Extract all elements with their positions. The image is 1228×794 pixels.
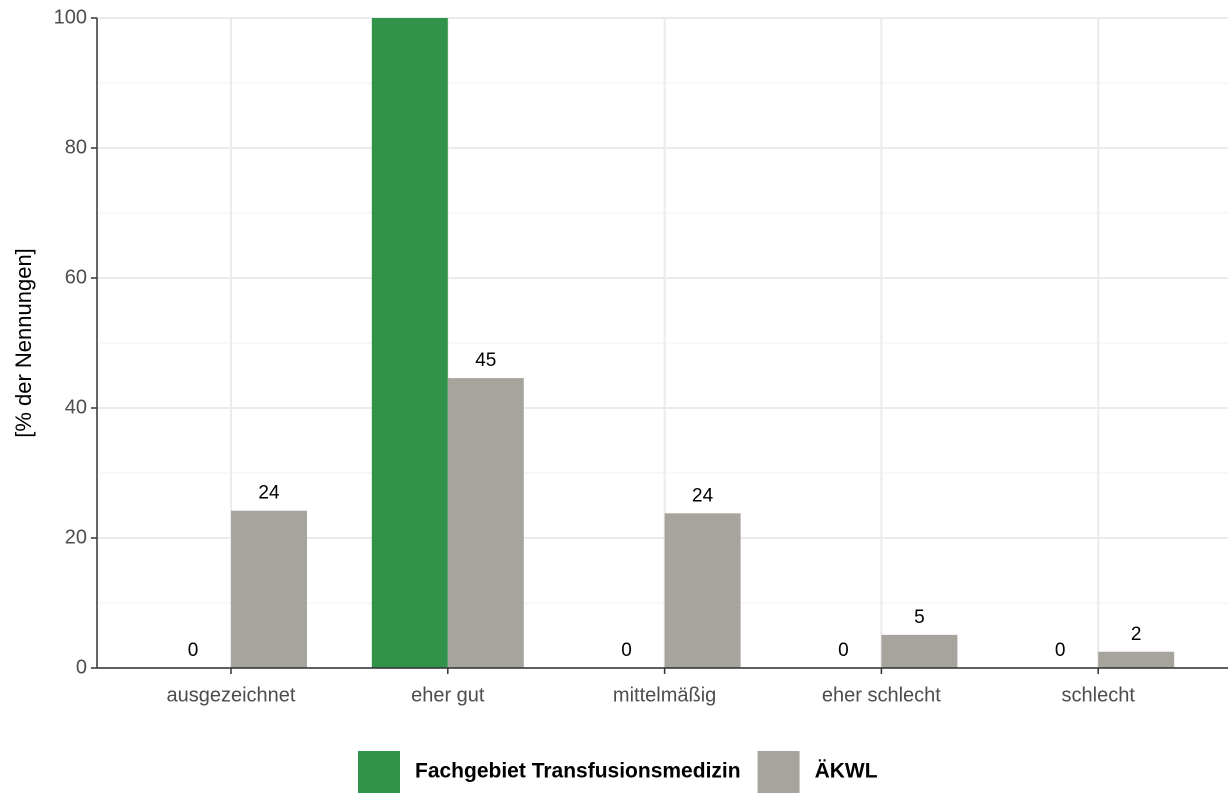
value-label: 0 xyxy=(838,640,849,661)
x-tick-label: schlecht xyxy=(1062,684,1136,706)
y-tick-label: 60 xyxy=(65,266,87,288)
value-label: 0 xyxy=(1055,640,1066,661)
y-tick-label: 80 xyxy=(65,136,87,158)
bar xyxy=(1098,651,1175,668)
value-label: 2 xyxy=(1131,624,1142,645)
y-tick-label: 40 xyxy=(65,396,87,418)
x-tick-label: eher gut xyxy=(411,684,485,706)
y-tick-label: 100 xyxy=(54,6,87,28)
x-tick-label: eher schlecht xyxy=(822,684,941,706)
bar xyxy=(447,378,524,668)
value-label: 0 xyxy=(188,640,199,661)
bar xyxy=(664,513,741,668)
y-tick-label: 0 xyxy=(76,656,87,678)
y-tick-label: 20 xyxy=(65,526,87,548)
bar xyxy=(231,510,307,668)
legend-swatch xyxy=(358,751,400,793)
value-label: 5 xyxy=(914,607,925,628)
bar xyxy=(371,18,448,668)
bar xyxy=(881,634,958,668)
y-axis-title: [% der Nennungen] xyxy=(11,248,36,438)
legend-swatch xyxy=(757,751,800,793)
legend-label: Fachgebiet Transfusionsmedizin xyxy=(415,760,741,783)
value-label: 24 xyxy=(692,485,714,506)
value-label: 0 xyxy=(621,640,632,661)
legend-label: ÄKWL xyxy=(815,760,878,783)
value-label: 45 xyxy=(475,350,496,371)
x-tick-label: mittelmäßig xyxy=(613,684,716,706)
x-tick-label: ausgezeichnet xyxy=(167,684,296,706)
value-label: 24 xyxy=(258,483,280,504)
